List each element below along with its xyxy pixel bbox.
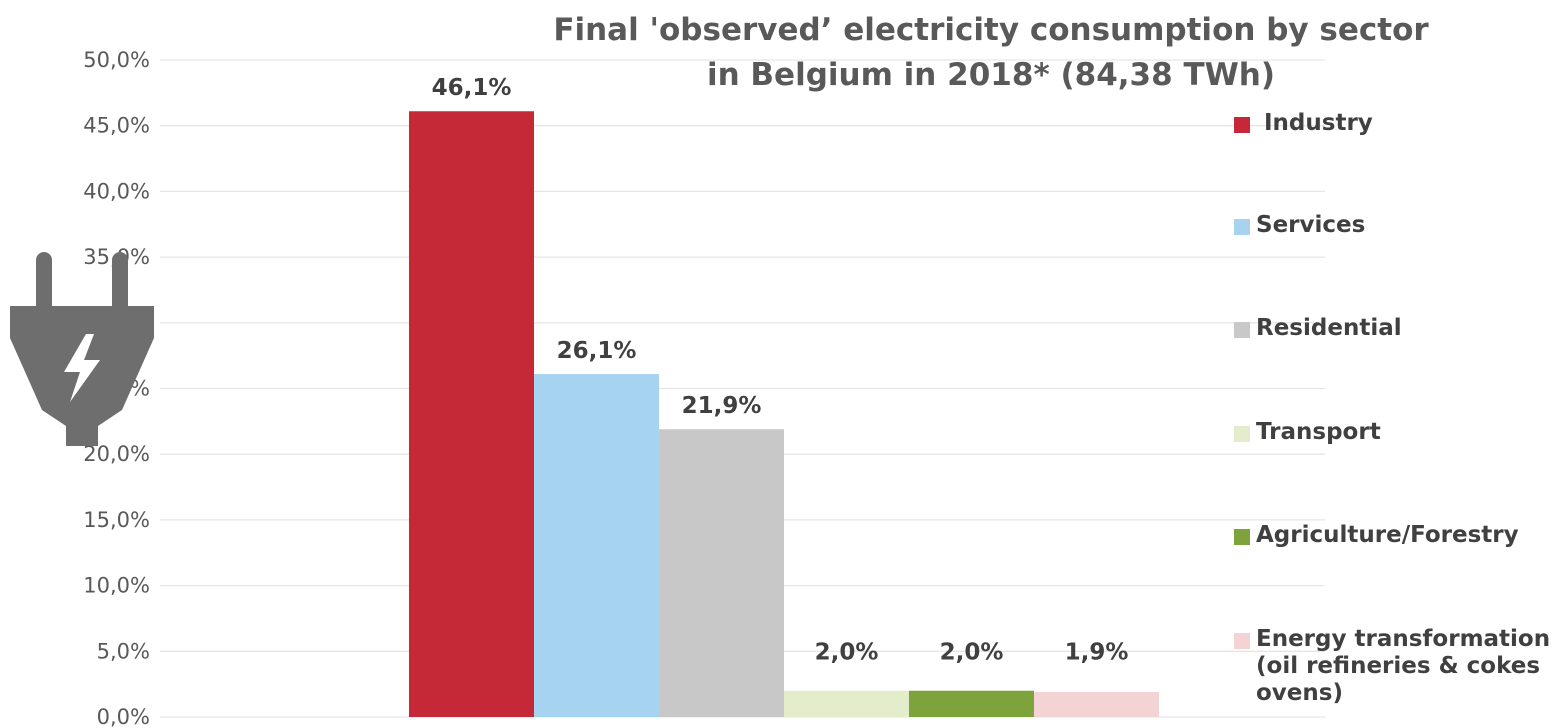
y-tick-label: 20,0%: [83, 442, 150, 466]
y-tick-label: 0,0%: [97, 705, 150, 728]
y-tick-label: 10,0%: [83, 574, 150, 598]
legend-label: Residential: [1256, 315, 1402, 341]
legend-swatch: [1234, 322, 1250, 338]
chart-title-line-2: in Belgium in 2018* (84,38 TWh): [706, 57, 1276, 93]
legend-label: Transport: [1256, 419, 1381, 445]
bar: [409, 111, 534, 718]
data-label: 1,9%: [1065, 639, 1129, 665]
y-tick-label: 5,0%: [97, 639, 150, 663]
bar: [909, 690, 1034, 717]
legend-label: Services: [1256, 212, 1366, 238]
legend-label: Agriculture/Forestry: [1256, 522, 1519, 548]
legend-item: Agriculture/Forestry: [1234, 522, 1519, 549]
legend-label: Energy transformation (oil refineries & …: [1256, 626, 1551, 706]
legend-swatch: [1234, 529, 1250, 545]
legend-label: Industry: [1264, 110, 1373, 136]
bar: [784, 690, 909, 717]
legend-swatch: [1234, 117, 1250, 133]
data-label: 2,0%: [940, 639, 1004, 665]
legend-item: Residential: [1234, 315, 1402, 342]
electric-plug-icon: [10, 252, 154, 446]
bars: [409, 111, 1159, 718]
y-tick-label: 15,0%: [83, 508, 150, 532]
data-label: 21,9%: [682, 393, 762, 419]
y-tick-label: 45,0%: [83, 114, 150, 138]
legend-item: Industry: [1234, 110, 1373, 137]
legend-swatch: [1234, 426, 1250, 442]
data-label: 26,1%: [557, 338, 637, 364]
legend-item: Services: [1234, 212, 1365, 239]
legend-swatch: [1234, 219, 1250, 235]
y-tick-label: 40,0%: [83, 179, 150, 203]
data-label: 46,1%: [432, 75, 512, 101]
data-labels: 46,1% 26,1% 21,9% 2,0% 2,0% 1,9%: [432, 75, 1129, 665]
legend-item: Energy transformation (oil refineries & …: [1234, 626, 1550, 707]
bar: [534, 374, 659, 717]
chart-title-line-1: Final 'observed’ electricity consumption…: [553, 12, 1429, 48]
y-tick-label: 50,0%: [83, 48, 150, 72]
bar: [659, 429, 784, 717]
data-label: 2,0%: [815, 639, 879, 665]
bar: [1034, 692, 1159, 717]
legend-item: Transport: [1234, 419, 1381, 446]
legend-swatch: [1234, 633, 1250, 649]
